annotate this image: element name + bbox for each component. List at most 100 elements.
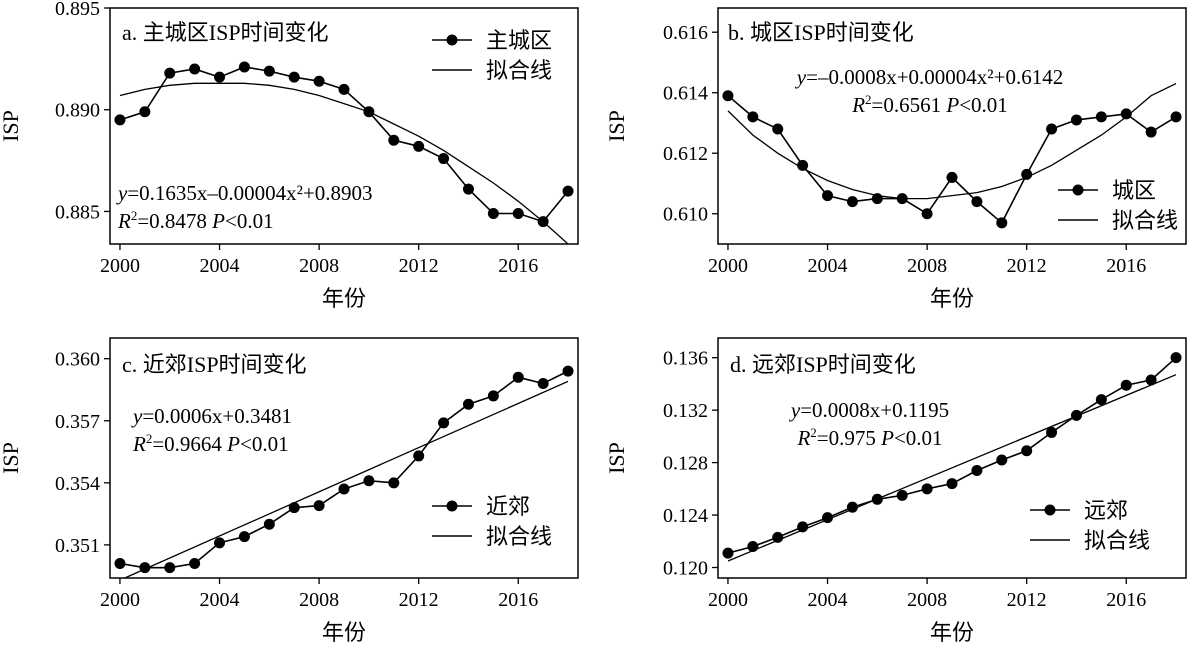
data-point (263, 65, 275, 77)
x-tick-label: 2008 (907, 589, 947, 611)
legend-label: 城区 (1112, 178, 1156, 203)
data-point (747, 111, 759, 123)
plot-area (114, 365, 574, 578)
data-point (512, 371, 524, 383)
x-tick-label: 2004 (808, 589, 848, 611)
data-point (1021, 445, 1033, 457)
data-point (164, 562, 176, 574)
y-tick-label: 0.360 (55, 349, 100, 371)
data-point (338, 483, 350, 495)
y-axis-label: ISP (604, 442, 629, 474)
legend-swatch-marker (1072, 184, 1084, 196)
plot-area (722, 352, 1182, 562)
y-tick-label: 0.890 (55, 100, 100, 122)
y-tick-label: 0.610 (663, 204, 708, 226)
data-point (413, 450, 425, 462)
data-point (1046, 123, 1058, 135)
data-point (288, 502, 300, 514)
data-point (313, 75, 325, 87)
r-squared-p-value: R2=0.8478 P<0.01 (117, 208, 274, 233)
panel-title: a. 主城区ISP时间变化 (122, 20, 329, 45)
x-tick-label: 2016 (498, 589, 538, 611)
panel-title: d. 远郊ISP时间变化 (730, 352, 916, 377)
data-point (797, 159, 809, 171)
regression-equation: y=0.1635x–0.00004x²+0.8903 (116, 181, 373, 205)
fit-line (123, 380, 569, 578)
data-point (512, 207, 524, 219)
data-point (1095, 111, 1107, 123)
fit-line (119, 82, 569, 244)
data-point (946, 478, 958, 490)
data-point (772, 123, 784, 135)
y-axis-label: ISP (0, 110, 23, 142)
x-tick-label: 2012 (1007, 255, 1047, 277)
data-point (797, 521, 809, 533)
data-point (1120, 379, 1132, 391)
legend-swatch-marker (1044, 504, 1056, 516)
data-point (189, 558, 201, 570)
legend-label: 拟合线 (1084, 528, 1150, 553)
y-tick-label: 0.351 (55, 535, 100, 557)
data-point (1046, 426, 1058, 438)
data-point (772, 531, 784, 543)
legend-label: 远郊 (1084, 498, 1128, 523)
plot-area (114, 61, 574, 244)
chart-panel-1: 2000 2004 2008 2012 2016 0.885 0.890 0.895 年份 ISP… (0, 0, 579, 311)
y-tick-label: 0.136 (663, 348, 708, 370)
data-point (214, 537, 226, 549)
data-point (946, 171, 958, 183)
legend-label: 拟合线 (486, 524, 552, 549)
y-tick-label: 0.895 (55, 0, 100, 20)
data-point (722, 90, 734, 102)
data-point (438, 153, 450, 165)
legend-swatch-marker (446, 34, 458, 46)
y-tick-label: 0.132 (663, 400, 708, 422)
data-point (1120, 108, 1132, 120)
x-axis-label: 年份 (322, 286, 366, 311)
legend-label: 拟合线 (486, 58, 552, 83)
data-point (562, 365, 574, 377)
data-point (1170, 352, 1182, 364)
data-point (363, 475, 375, 487)
r-squared-p-value: R2=0.9664 P<0.01 (132, 431, 289, 456)
series-line (727, 357, 1177, 554)
data-point (288, 71, 300, 83)
x-tick-label: 2000 (708, 255, 748, 277)
chart-panel-2: 2000 2004 2008 2012 2016 0.610 0.612 0.614 0.616… (604, 7, 1187, 311)
y-tick-label: 0.124 (663, 505, 708, 527)
y-tick-label: 0.128 (663, 453, 708, 475)
data-point (722, 547, 734, 559)
data-point (971, 464, 983, 476)
x-tick-label: 2008 (299, 255, 339, 277)
data-point (822, 190, 834, 202)
chart-panel-3: 2000 2004 2008 2012 2016 0.351 0.354 0.357 0.360… (0, 337, 579, 645)
y-tick-label: 0.354 (55, 473, 100, 495)
regression-equation: y=–0.0008x+0.00004x²+0.6142 (795, 65, 1063, 89)
regression-equation: y=0.0008x+0.1195 (789, 398, 949, 422)
y-tick-label: 0.614 (663, 83, 708, 105)
data-point (313, 500, 325, 512)
chart-panel-4: 2000 2004 2008 2012 2016 0.120 0.124 0.128 0.132… (604, 337, 1187, 645)
data-point (1145, 126, 1157, 138)
data-point (388, 134, 400, 146)
data-point (238, 61, 250, 73)
data-point (921, 483, 933, 495)
fit-line (727, 374, 1177, 562)
y-axis-label: ISP (0, 442, 23, 474)
data-point (462, 183, 474, 195)
legend-label: 拟合线 (1112, 208, 1178, 233)
data-point (846, 196, 858, 208)
data-point (1145, 374, 1157, 386)
x-tick-label: 2012 (399, 255, 439, 277)
panel-title: c. 近郊ISP时间变化 (122, 352, 307, 377)
data-point (1070, 114, 1082, 126)
x-tick-label: 2008 (907, 255, 947, 277)
regression-equation: y=0.0006x+0.3481 (131, 404, 292, 428)
data-point (971, 196, 983, 208)
r-squared-p-value: R2=0.6561 P<0.01 (851, 92, 1008, 117)
x-tick-label: 2016 (1106, 255, 1146, 277)
x-tick-label: 2012 (399, 589, 439, 611)
data-point (487, 390, 499, 402)
